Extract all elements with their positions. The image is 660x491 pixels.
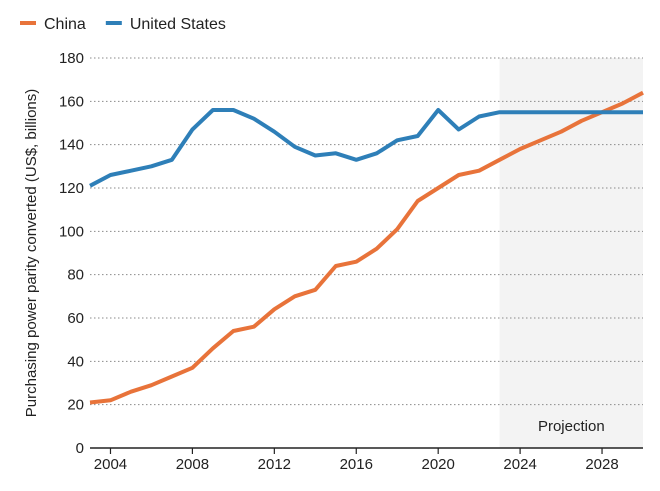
x-tick-label: 2016	[340, 456, 373, 473]
y-tick-label: 60	[67, 310, 84, 327]
x-tick-label: 2008	[176, 456, 209, 473]
x-tick-label: 2024	[503, 456, 536, 473]
y-tick-label: 160	[59, 93, 84, 110]
x-tick-label: 2020	[421, 456, 454, 473]
x-tick-label: 2004	[94, 456, 127, 473]
y-tick-label: 100	[59, 223, 84, 240]
y-tick-label: 140	[59, 137, 84, 154]
series-line-china	[89, 90, 644, 405]
legend-label: China	[44, 16, 86, 33]
projection-label: Projection	[538, 418, 605, 435]
x-tick-label: 2028	[585, 456, 618, 473]
x-axis-ticks: 2004 2008 2012 2016 2020 2024 2028	[94, 448, 619, 473]
y-tick-label: 80	[67, 267, 84, 284]
y-axis-label: Purchasing power parity converted (US$, …	[23, 89, 40, 417]
y-tick-label: 180	[59, 50, 84, 67]
series-line-united-states	[89, 108, 643, 188]
x-tick-label: 2012	[258, 456, 291, 473]
series-lines	[89, 90, 644, 405]
legend-label: United States	[130, 16, 226, 33]
legend: China United States	[20, 16, 226, 33]
y-tick-label: 20	[67, 397, 84, 414]
y-tick-label: 120	[59, 180, 84, 197]
y-tick-label: 40	[67, 353, 84, 370]
y-axis-ticks: 0 20 40 60 80 100 120 140 160 180	[59, 50, 84, 457]
projection-shade	[499, 58, 643, 448]
y-tick-label: 0	[76, 440, 84, 457]
